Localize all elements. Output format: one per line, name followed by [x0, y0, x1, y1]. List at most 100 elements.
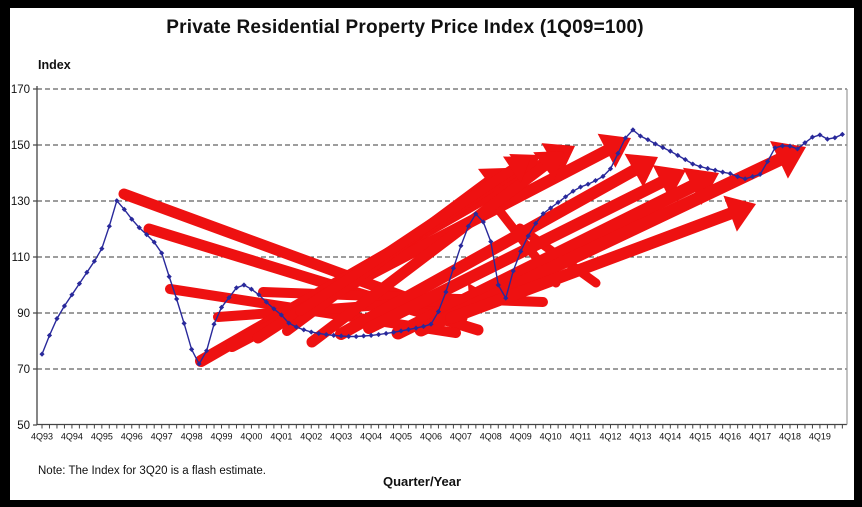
data-point-marker: [630, 127, 636, 133]
data-point-marker: [720, 169, 726, 175]
data-point-marker: [488, 239, 494, 245]
data-point-marker: [839, 131, 845, 137]
svg-text:4Q01: 4Q01: [270, 432, 292, 442]
data-point-marker: [196, 361, 202, 367]
data-point-marker: [563, 194, 569, 200]
data-point-marker: [757, 171, 763, 177]
data-point-marker: [84, 269, 90, 275]
svg-text:4Q19: 4Q19: [809, 432, 831, 442]
axes: [33, 86, 848, 429]
arrow-head: [533, 151, 564, 181]
data-point-marker: [518, 248, 524, 254]
data-point-marker: [443, 289, 449, 295]
svg-text:4Q94: 4Q94: [61, 432, 83, 442]
data-point-marker: [114, 198, 120, 204]
data-point-marker: [787, 143, 793, 149]
data-point-marker: [577, 184, 584, 190]
svg-text:4Q99: 4Q99: [211, 432, 233, 442]
arrow-head: [723, 195, 756, 232]
data-point-marker: [450, 265, 456, 271]
data-point-marker: [61, 303, 68, 309]
data-point-marker: [705, 165, 711, 172]
data-point-marker: [473, 211, 479, 217]
data-point-marker: [592, 177, 599, 184]
data-point-marker: [540, 211, 546, 217]
svg-text:4Q07: 4Q07: [450, 432, 472, 442]
data-point-marker: [735, 174, 741, 180]
svg-text:170: 170: [11, 84, 30, 96]
data-point-marker: [144, 232, 150, 238]
data-point-marker: [824, 136, 830, 142]
data-point-marker: [637, 133, 643, 139]
data-point-marker: [495, 282, 501, 288]
data-point-marker: [203, 348, 210, 354]
data-point-marker: [742, 176, 748, 182]
data-point-marker: [607, 166, 614, 172]
data-point-marker: [772, 145, 778, 151]
svg-text:4Q09: 4Q09: [510, 432, 532, 442]
data-point-marker: [413, 325, 419, 331]
svg-text:4Q15: 4Q15: [689, 432, 711, 442]
data-point-marker: [405, 326, 412, 333]
data-point-marker: [241, 282, 247, 288]
data-point-marker: [652, 141, 658, 147]
data-point-marker: [533, 220, 539, 226]
data-point-marker: [376, 331, 382, 338]
arrow-head: [682, 167, 719, 205]
data-point-marker: [645, 137, 651, 143]
data-point-marker: [750, 174, 756, 180]
svg-text:4Q11: 4Q11: [570, 432, 591, 442]
x-axis-title: Quarter/Year: [383, 474, 462, 489]
svg-text:4Q04: 4Q04: [360, 432, 382, 442]
data-point-marker: [675, 152, 681, 158]
data-point-marker: [136, 225, 142, 231]
svg-text:4Q03: 4Q03: [330, 432, 352, 442]
arrow-shaft: [391, 179, 699, 340]
data-point-marker: [712, 167, 718, 173]
data-point-marker: [510, 268, 516, 274]
data-point-marker: [174, 296, 180, 302]
data-point-marker: [323, 331, 329, 338]
data-point-marker: [346, 333, 352, 340]
svg-text:4Q17: 4Q17: [749, 432, 771, 442]
svg-text:4Q98: 4Q98: [181, 432, 203, 442]
data-point-marker: [570, 188, 576, 194]
data-point-marker: [682, 156, 688, 163]
data-point-marker: [166, 274, 172, 280]
arrow-head: [624, 153, 658, 188]
svg-text:4Q10: 4Q10: [540, 432, 562, 442]
data-point-marker: [622, 135, 629, 141]
chart-note: Note: The Index for 3Q20 is a flash esti…: [38, 465, 266, 477]
data-point-marker: [555, 199, 561, 205]
data-point-marker: [69, 292, 75, 298]
data-point-marker: [353, 333, 359, 340]
data-point-marker: [91, 258, 97, 264]
svg-text:4Q05: 4Q05: [390, 432, 412, 442]
data-point-marker: [794, 146, 801, 152]
data-point-marker: [181, 320, 187, 326]
data-point-marker: [99, 246, 105, 252]
data-point-marker: [151, 239, 157, 245]
data-point-marker: [727, 170, 733, 177]
data-point-marker: [383, 330, 389, 337]
svg-text:4Q18: 4Q18: [779, 432, 801, 442]
y-axis-title: Index: [38, 58, 71, 72]
data-point-marker: [465, 223, 471, 229]
data-point-marker: [832, 135, 838, 141]
svg-text:4Q00: 4Q00: [240, 432, 262, 442]
svg-text:4Q12: 4Q12: [599, 432, 621, 442]
data-point-marker: [293, 324, 299, 330]
data-point-marker: [338, 333, 344, 339]
chart-title: Private Residential Property Price Index…: [166, 17, 644, 38]
arrow-shaft: [306, 160, 550, 348]
arrow-shaft: [363, 176, 668, 334]
data-point-marker: [39, 351, 45, 357]
data-point-marker: [428, 321, 434, 327]
data-point-marker: [368, 332, 374, 338]
red-annotation-arrows: [118, 133, 806, 367]
data-point-marker: [211, 321, 217, 327]
data-point-marker: [256, 292, 262, 298]
data-point-marker: [286, 320, 292, 326]
data-point-marker: [398, 328, 404, 334]
